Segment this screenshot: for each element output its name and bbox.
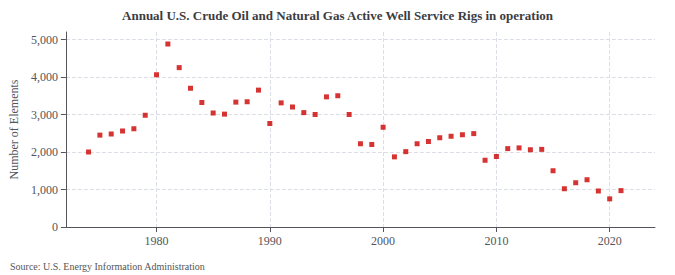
svg-text:1980: 1980 xyxy=(145,234,169,248)
svg-text:2020: 2020 xyxy=(598,234,622,248)
svg-text:Annual U.S. Crude Oil and Natu: Annual U.S. Crude Oil and Natural Gas Ac… xyxy=(122,8,554,23)
svg-text:5,000: 5,000 xyxy=(31,33,58,47)
svg-text:1990: 1990 xyxy=(258,234,282,248)
svg-text:0: 0 xyxy=(52,220,58,234)
svg-text:3,000: 3,000 xyxy=(31,108,58,122)
svg-text:2,000: 2,000 xyxy=(31,145,58,159)
svg-text:2010: 2010 xyxy=(484,234,508,248)
svg-text:4,000: 4,000 xyxy=(31,70,58,84)
svg-text:Source: U.S. Energy Informatio: Source: U.S. Energy Information Administ… xyxy=(10,261,205,272)
svg-text:1,000: 1,000 xyxy=(31,183,58,197)
svg-text:2000: 2000 xyxy=(371,234,395,248)
svg-text:Number of Elements: Number of Elements xyxy=(7,79,21,179)
